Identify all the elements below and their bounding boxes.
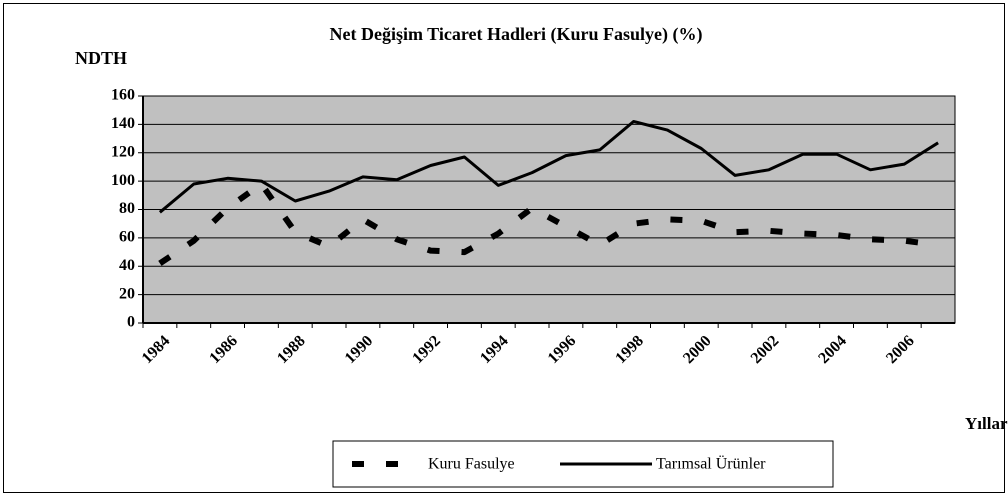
chart-title: Net Değişim Ticaret Hadleri (Kuru Fasuly… <box>330 24 703 45</box>
y-tick-label: 100 <box>111 172 135 189</box>
y-tick-label: 120 <box>111 143 135 160</box>
y-tick-label: 80 <box>119 200 135 217</box>
x-axis-label: Yıllar <box>965 414 1008 433</box>
y-axis-label: NDTH <box>75 48 127 68</box>
y-tick-label: 0 <box>127 314 135 331</box>
y-tick-label: 140 <box>111 115 135 132</box>
y-tick-label: 20 <box>119 285 135 302</box>
series-line <box>158 181 939 266</box>
y-tick-label: 160 <box>111 87 135 104</box>
y-tick-label: 60 <box>119 229 135 246</box>
legend-label: Kuru Fasulye <box>428 456 515 473</box>
legend-label: Tarımsal Ürünler <box>656 455 766 473</box>
y-tick-label: 40 <box>119 257 135 274</box>
series-line <box>158 120 939 214</box>
